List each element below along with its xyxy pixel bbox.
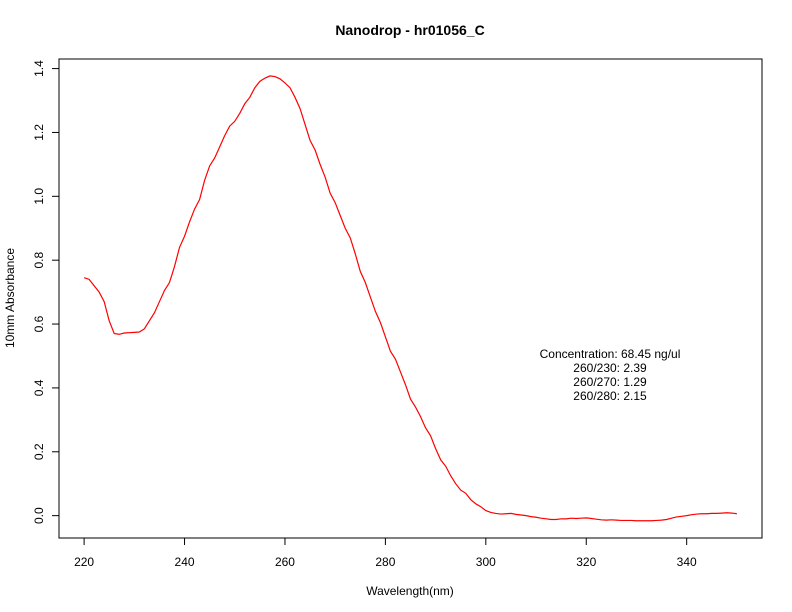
- y-tick-label: 0.4: [32, 379, 46, 396]
- y-tick-label: 0.6: [32, 315, 46, 332]
- x-axis-label: Wavelength(nm): [366, 584, 454, 598]
- x-tick-label: 240: [175, 555, 195, 569]
- x-tick-label: 260: [275, 555, 295, 569]
- y-tick-label: 1.2: [32, 124, 46, 141]
- annotation-line: 260/280: 2.15: [573, 389, 647, 403]
- annotation-line: Concentration: 68.45 ng/ul: [540, 347, 681, 361]
- annotation-line: 260/270: 1.29: [573, 375, 647, 389]
- y-tick-label: 0.2: [32, 443, 46, 460]
- absorbance-series-line: [83, 75, 737, 522]
- x-tick-label: 340: [677, 555, 697, 569]
- x-tick-label: 320: [576, 555, 596, 569]
- y-tick-label: 1.4: [32, 60, 46, 77]
- y-tick-label: 0.0: [32, 507, 46, 524]
- y-tick-label: 0.8: [32, 252, 46, 269]
- plot-frame: [58, 58, 763, 539]
- y-axis-label: 10mm Absorbance: [3, 248, 17, 348]
- annotation-line: 260/230: 2.39: [573, 361, 647, 375]
- x-tick-label: 220: [74, 555, 94, 569]
- x-tick-label: 280: [375, 555, 395, 569]
- x-tick-label: 300: [476, 555, 496, 569]
- y-axis: 0.0 0.2 0.4 0.6 0.8 1.0 1.2 1.4: [32, 60, 59, 524]
- chart-title: Nanodrop - hr01056_C: [335, 22, 484, 38]
- x-axis: 220 240 260 280 300 320 340: [74, 538, 697, 569]
- y-tick-label: 1.0: [32, 188, 46, 205]
